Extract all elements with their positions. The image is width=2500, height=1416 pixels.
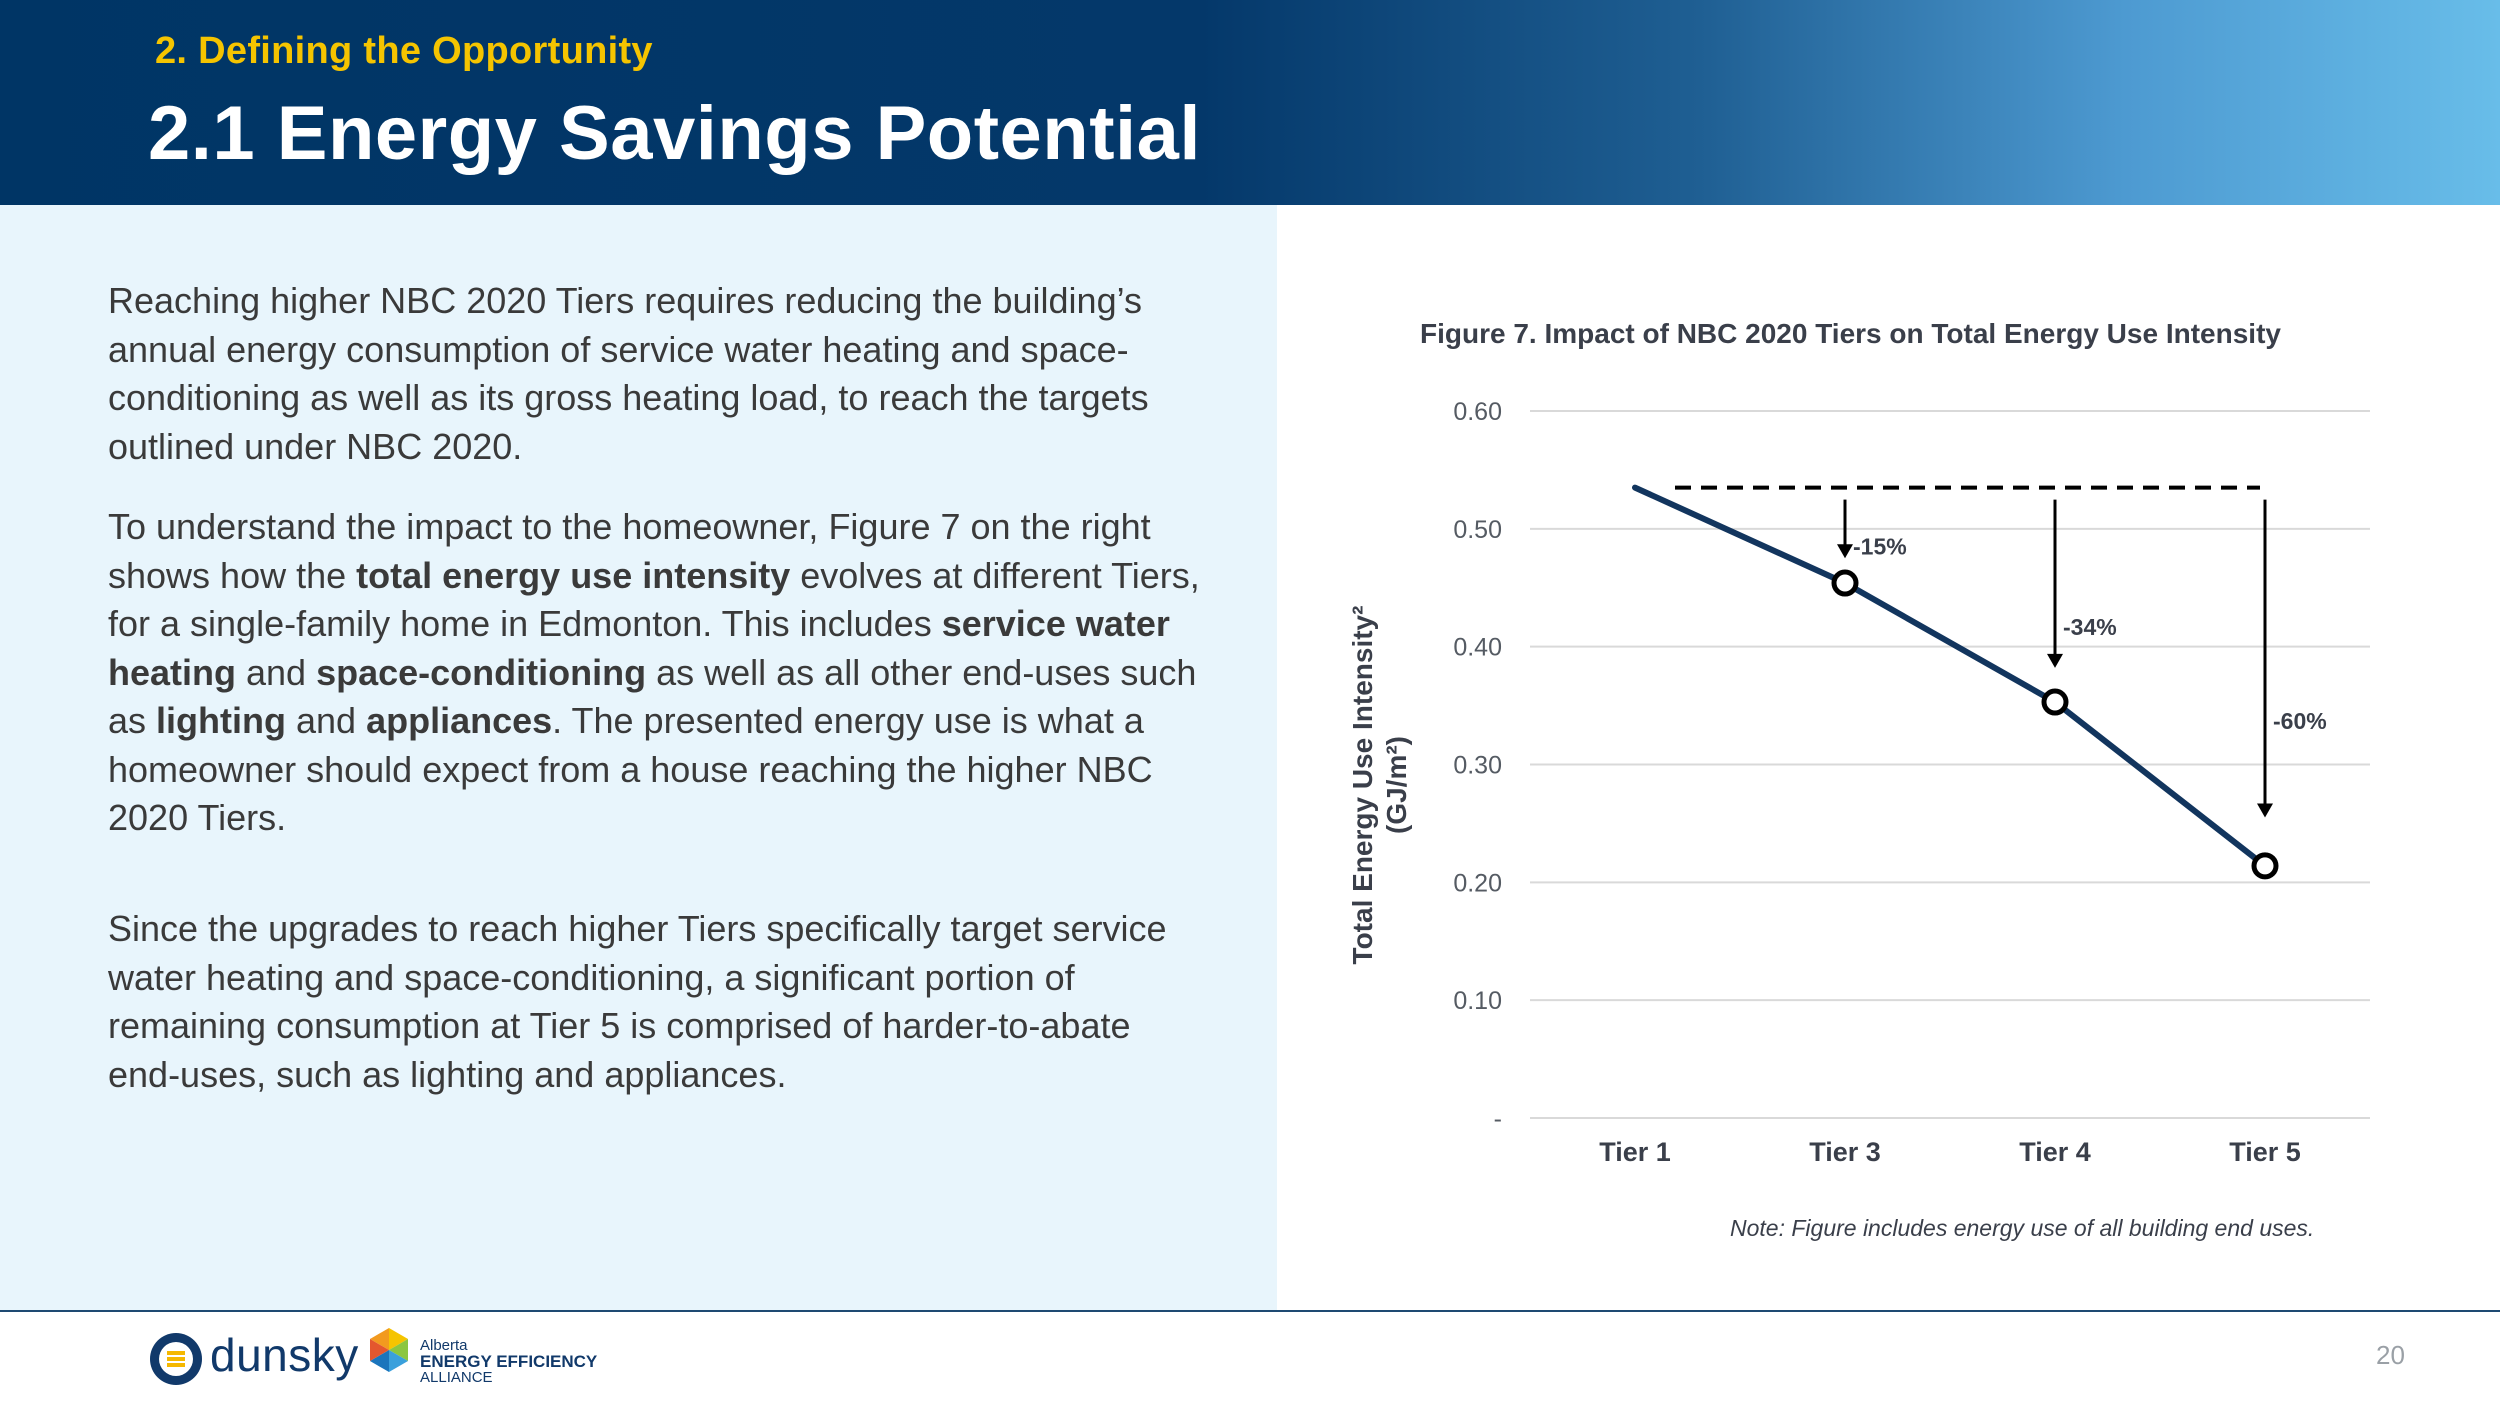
footer-divider: [0, 1310, 2500, 1312]
axis-layer: - 0.10 0.20 0.30 0.40 0.50 0.60 Tier 1 Tier 3 Tie…: [1453, 398, 2300, 1167]
arrow-head-1: [2047, 653, 2063, 668]
p2-text-1: To understand the impact to the homeowne…: [108, 506, 1151, 596]
y-tick-label-4: 0.40: [1453, 634, 1502, 662]
p2-bold-3: space-conditioning: [316, 651, 647, 693]
y-tick-label-5: 0.50: [1453, 516, 1502, 544]
p2-text-5: and: [286, 700, 367, 741]
dunsky-wordmark: dunsky: [210, 1329, 359, 1381]
paragraph-2: To understand the impact to the homeowne…: [108, 503, 1208, 843]
paragraph-3: Since the upgrades to reach higher Tiers…: [108, 908, 1167, 1095]
y-tick-label-6: 0.60: [1453, 398, 1502, 426]
p2-text-4: as well as all other end-uses such as: [108, 651, 1197, 742]
aeea-line2: ENERGY EFFICIENCY: [420, 1352, 598, 1371]
p2-text-3: and: [236, 651, 317, 693]
annotation-label-0: -15%: [1853, 533, 1907, 559]
p2-text-2: evolves at different Tiers, for a single…: [108, 554, 1200, 645]
x-tick-label-1: Tier 3: [1809, 1137, 1881, 1167]
x-tick-label-3: Tier 5: [2229, 1137, 2301, 1167]
data-point-tier-4: [2041, 688, 2069, 716]
y-tick-label-3: 0.30: [1453, 752, 1502, 780]
paragraph-1: Reaching higher NBC 2020 Tiers requires …: [108, 280, 1149, 467]
annotation-label-1: -34%: [2063, 614, 2117, 640]
page-title: 2.1 Energy Savings Potential: [148, 91, 1202, 176]
text-panel: [0, 205, 1277, 1310]
aeea-line3: ALLIANCE: [420, 1369, 493, 1386]
p2-bold-2: service water heating: [108, 603, 1170, 693]
y-tick-label-2: 0.20: [1453, 869, 1502, 897]
series-line: [1632, 484, 2268, 869]
arrow-head-2: [2257, 803, 2273, 818]
aeea-logo-icon: [370, 1328, 408, 1372]
p2-bold-1: total energy use intensity: [356, 554, 791, 596]
series-layer: [1632, 484, 2279, 880]
data-point-tier-5: [2251, 852, 2279, 880]
y-tick-label-0: -: [1494, 1105, 1502, 1133]
p2-bold-4: lighting: [156, 700, 286, 741]
x-tick-label-2: Tier 4: [2019, 1137, 2091, 1167]
footer: [0, 1312, 2500, 1416]
x-tick-label-0: Tier 1: [1599, 1137, 1671, 1167]
arrow-head-0: [1837, 544, 1853, 559]
annotation-layer: -15% -34% -60%: [1837, 499, 2327, 818]
p2-bold-5: appliances: [366, 700, 553, 741]
header-banner: 2. Defining the Opportunity 2.1 Energy S…: [0, 0, 2500, 205]
y-tick-label-1: 0.10: [1453, 987, 1502, 1015]
chart-title: Figure 7. Impact of NBC 2020 Tiers on To…: [1420, 318, 2281, 349]
annotation-label-2: -60%: [2273, 708, 2327, 734]
page-number: 20: [2376, 1340, 2405, 1370]
aeea-wordmark: Alberta ENERGY EFFICIENCY ALLIANCE: [420, 1338, 597, 1386]
data-point-tier-3: [1831, 569, 1859, 597]
p2-text-6: . The presented energy use is what a hom…: [108, 700, 1153, 838]
dunsky-logo-icon: [150, 1333, 202, 1385]
section-label: 2. Defining the Opportunity: [155, 30, 653, 72]
aeea-line1: Alberta: [420, 1337, 468, 1354]
chart-note: Note: Figure includes energy use of all …: [1730, 1215, 2315, 1241]
grid-layer: [1530, 410, 2370, 1119]
